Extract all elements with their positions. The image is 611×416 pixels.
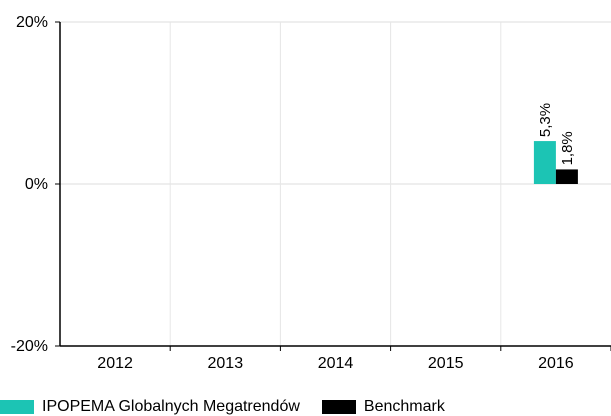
x-tick-label: 2013 — [208, 355, 244, 372]
data-label-series-2: 1,8% — [559, 131, 576, 165]
data-labels: 5,3% 1,8% — [537, 103, 576, 166]
data-label-series-1: 5,3% — [537, 103, 554, 137]
x-tick-label: 2014 — [318, 355, 354, 372]
legend-swatch-series-1 — [0, 400, 34, 414]
legend-swatch-series-2 — [321, 400, 356, 414]
y-tick-labels: 20% 0% -20% — [11, 14, 48, 355]
bar-series-2 — [555, 169, 578, 184]
legend-label-series-1: IPOPEMA Globalnych Megatrendów — [42, 398, 300, 415]
bars — [533, 141, 578, 184]
x-tick-label: 2015 — [428, 355, 464, 372]
x-tick-label: 2012 — [97, 355, 133, 372]
y-tick-label: 20% — [16, 14, 48, 31]
legend-item-series-1: IPOPEMA Globalnych Megatrendów — [0, 398, 300, 416]
axes — [55, 21, 611, 351]
y-tick-label: 0% — [25, 176, 48, 193]
x-tick-labels: 2012 2013 2014 2015 2016 — [97, 355, 573, 372]
x-tick-label: 2016 — [538, 355, 574, 372]
bar-chart: 20% 0% -20% 2012 2013 2014 2015 2016 5,3% 1,8% — [11, 14, 611, 372]
legend: IPOPEMA Globalnych Megatrendów Benchmark — [0, 398, 467, 416]
legend-item-series-2: Benchmark — [321, 398, 445, 416]
grid-lines — [60, 21, 611, 346]
bar-series-1 — [533, 141, 556, 184]
legend-label-series-2: Benchmark — [363, 398, 445, 415]
y-tick-label: -20% — [11, 338, 48, 355]
